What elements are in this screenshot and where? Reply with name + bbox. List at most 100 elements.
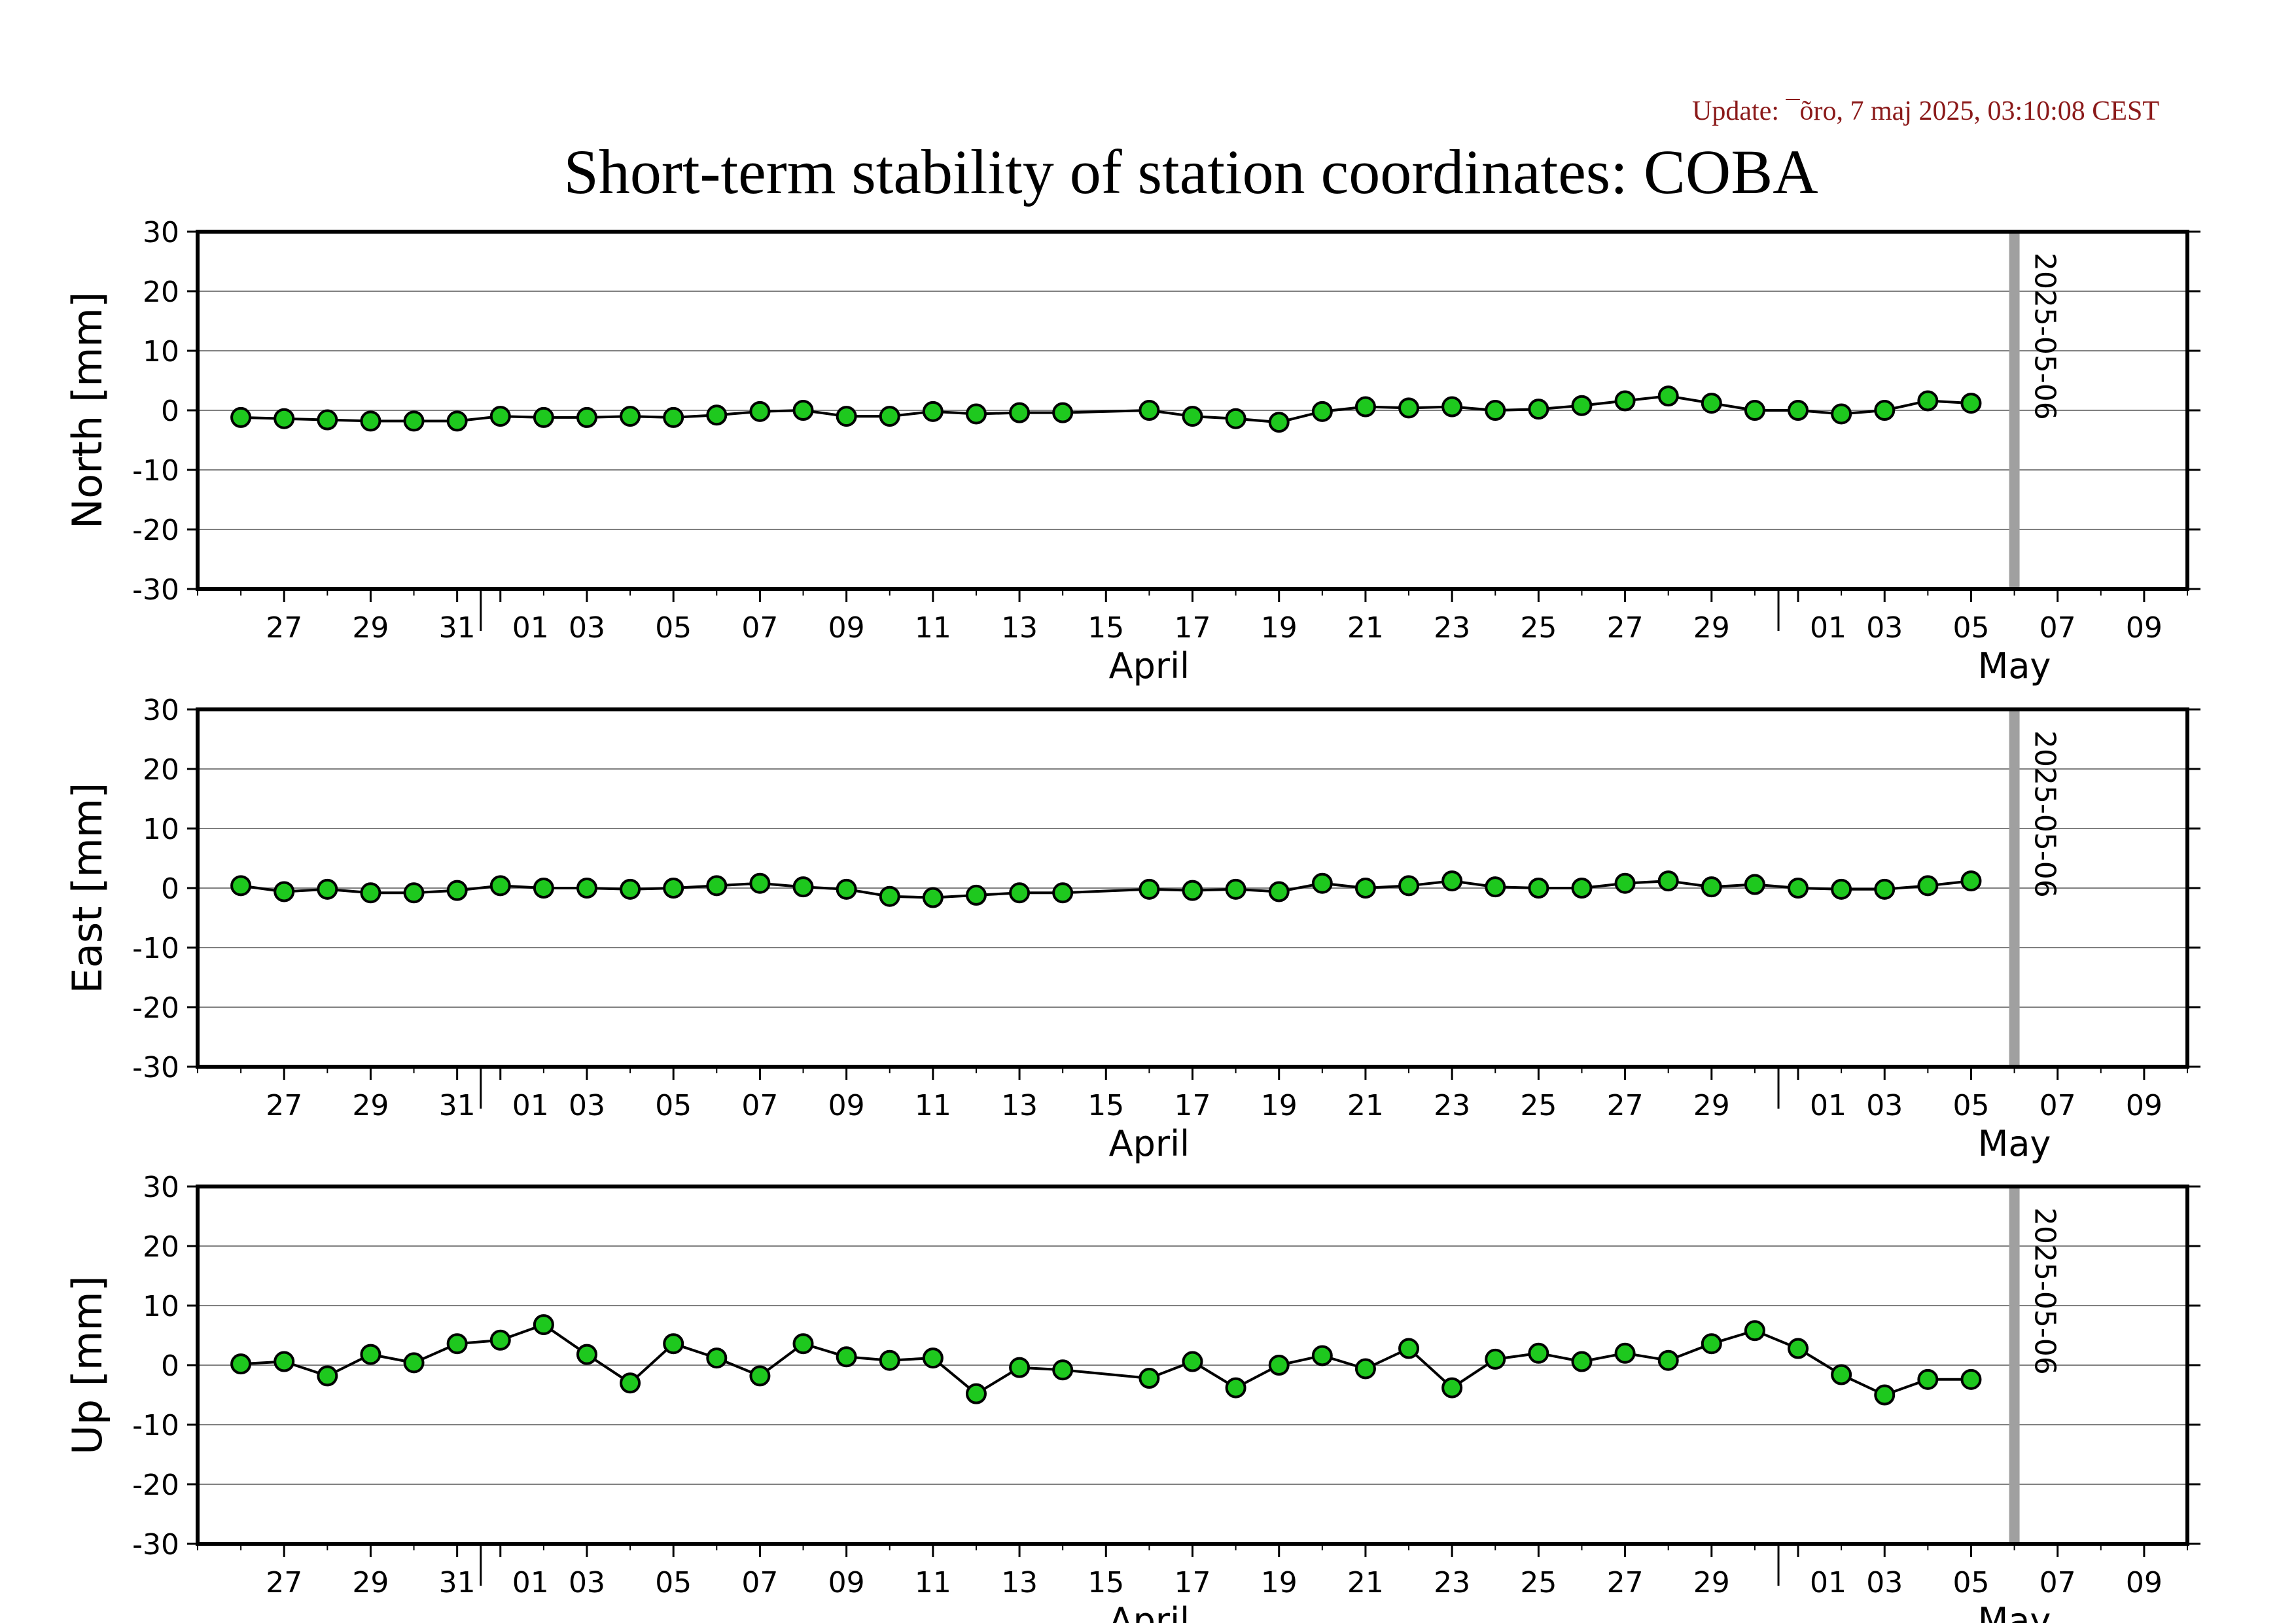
data-point <box>1788 1338 1809 1359</box>
y-tick-label: 30 <box>143 694 179 727</box>
data-point <box>1009 1357 1031 1378</box>
data-point <box>836 406 857 427</box>
x-tick-label: 23 <box>1434 611 1470 645</box>
y-axis-label: North [mm] <box>63 292 111 529</box>
data-point <box>1441 396 1463 418</box>
data-point <box>1225 408 1246 429</box>
data-point <box>922 1347 944 1369</box>
data-point <box>1311 401 1333 422</box>
x-tick-label: 03 <box>1866 1566 1903 1599</box>
x-tick-label: 05 <box>1952 1089 1989 1122</box>
data-point <box>1657 385 1679 407</box>
x-tick-label: 15 <box>1087 1089 1124 1122</box>
data-point <box>1268 412 1290 433</box>
x-tick-label: 13 <box>1001 1566 1038 1599</box>
data-point <box>1701 1333 1722 1355</box>
y-tick-label: -20 <box>132 514 179 547</box>
data-point <box>1268 1355 1290 1376</box>
data-point <box>1831 403 1852 425</box>
data-point <box>1052 402 1074 423</box>
x-tick-label: 29 <box>1693 611 1730 645</box>
data-point <box>879 885 900 907</box>
x-tick-label: 03 <box>569 611 605 645</box>
data-point <box>1485 876 1506 898</box>
y-tick-label: -30 <box>132 1051 179 1084</box>
x-tick-label: 07 <box>741 611 778 645</box>
data-point <box>1960 393 1982 414</box>
data-point <box>620 878 641 900</box>
data-point <box>1139 878 1160 900</box>
x-tick-label: 19 <box>1261 611 1298 645</box>
data-point <box>1831 878 1852 900</box>
x-tick-label: 27 <box>266 1566 302 1599</box>
x-tick-label: 05 <box>1952 1566 1989 1599</box>
data-point <box>1917 875 1939 897</box>
y-tick-label: 0 <box>161 872 179 906</box>
x-tick-label: 27 <box>1607 611 1644 645</box>
x-tick-label: 13 <box>1001 1089 1038 1122</box>
data-point <box>836 878 857 900</box>
data-point <box>360 410 381 432</box>
x-tick-label: 27 <box>266 1089 302 1122</box>
date-marker-label: 2025-05-06 <box>2028 1207 2062 1375</box>
data-point <box>749 1365 771 1387</box>
x-tick-label: 09 <box>828 1566 865 1599</box>
x-tick-label: 27 <box>1607 1089 1644 1122</box>
data-point <box>1485 400 1506 421</box>
data-point <box>489 875 511 897</box>
data-point <box>836 1346 857 1368</box>
data-point <box>446 880 468 901</box>
data-point <box>663 878 684 899</box>
x-tick-label: 07 <box>741 1089 778 1122</box>
data-point <box>446 1333 468 1355</box>
y-tick-label: 0 <box>161 1349 179 1383</box>
x-tick-label: 01 <box>1810 1089 1846 1122</box>
data-point <box>1441 870 1463 892</box>
data-point <box>749 872 771 894</box>
x-tick-label: 01 <box>512 611 549 645</box>
x-tick-label: 01 <box>1810 611 1846 645</box>
data-point <box>1139 400 1160 421</box>
y-axis-label: Up [mm] <box>63 1275 111 1455</box>
y-tick-label: -10 <box>132 932 179 965</box>
x-tick-label: 31 <box>439 1566 476 1599</box>
x-tick-label: 25 <box>1520 1089 1557 1122</box>
data-point <box>1744 1320 1765 1342</box>
y-tick-label: -20 <box>132 991 179 1025</box>
data-point <box>706 1347 728 1369</box>
x-tick-label: 03 <box>569 1089 605 1122</box>
data-point <box>230 875 252 897</box>
x-tick-label: 03 <box>1866 1089 1903 1122</box>
x-tick-label: 11 <box>915 1566 951 1599</box>
x-tick-label: 17 <box>1174 611 1211 645</box>
data-point <box>1311 1345 1333 1366</box>
data-point <box>1874 1384 1896 1406</box>
data-point <box>489 1329 511 1351</box>
data-point <box>403 1352 425 1374</box>
y-tick-label: 20 <box>143 276 179 309</box>
data-point <box>576 1344 597 1365</box>
date-marker-label: 2025-05-06 <box>2028 253 2062 420</box>
x-tick-label: 11 <box>915 611 951 645</box>
data-point <box>1571 395 1593 416</box>
data-point <box>403 410 425 432</box>
series-line <box>240 880 1971 899</box>
data-point <box>792 400 814 421</box>
x-tick-label: 09 <box>2126 611 2163 645</box>
data-point <box>533 1314 554 1336</box>
data-point <box>1960 1368 1982 1390</box>
x-tick-label: 07 <box>2040 1566 2076 1599</box>
month-label: April <box>1109 1123 1190 1164</box>
data-point <box>274 1351 295 1372</box>
data-point <box>1398 875 1420 897</box>
data-point <box>489 406 511 427</box>
data-point <box>965 1383 987 1404</box>
data-point <box>663 406 684 428</box>
data-point <box>922 401 944 422</box>
x-tick-label: 31 <box>439 611 476 645</box>
data-point <box>1614 872 1636 894</box>
data-point <box>792 1333 814 1355</box>
data-point <box>1052 882 1074 904</box>
data-point <box>1744 400 1765 421</box>
data-point <box>1657 1349 1679 1371</box>
